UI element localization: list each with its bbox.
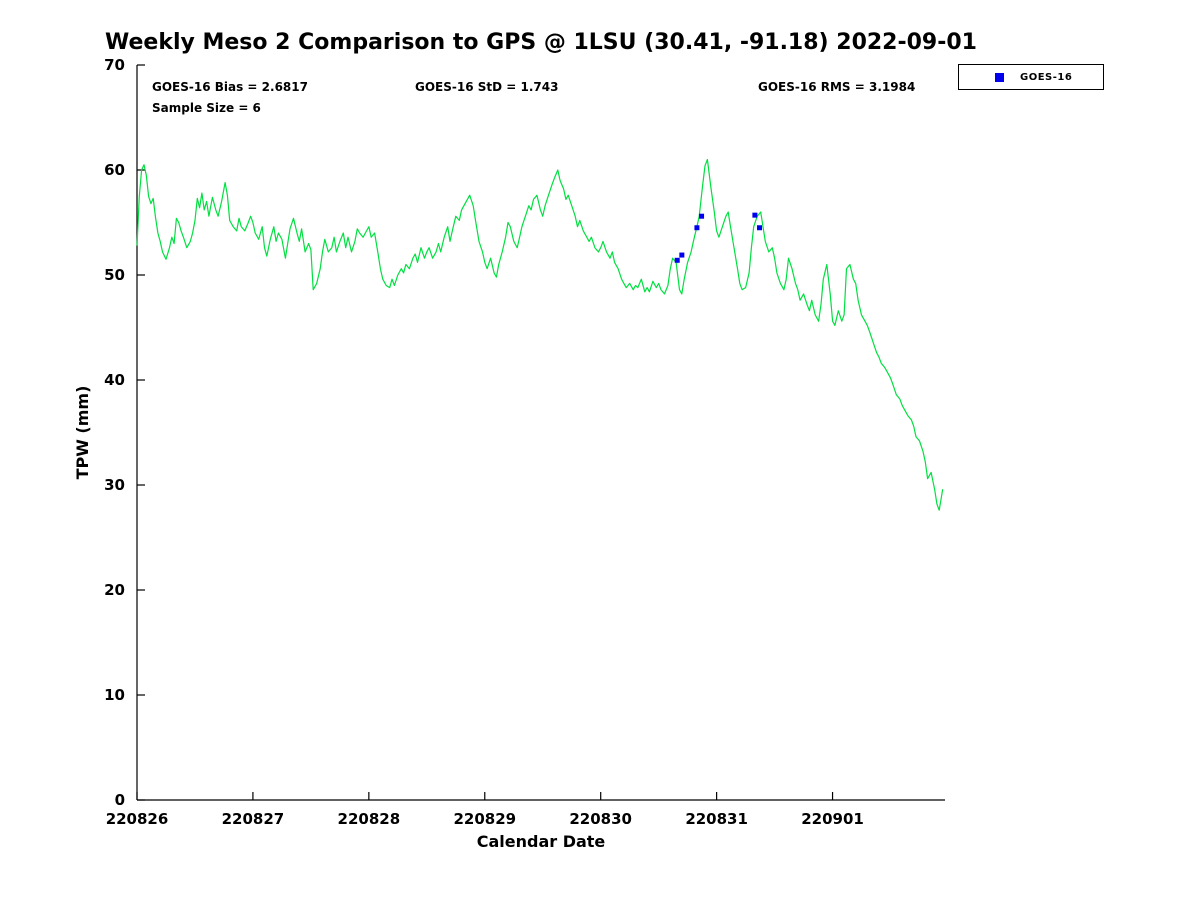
stat-std: GOES-16 StD = 1.743 (415, 80, 559, 94)
stat-sample-size: Sample Size = 6 (152, 101, 261, 115)
x-tick-label: 220828 (338, 810, 401, 828)
x-tick-label: 220830 (569, 810, 632, 828)
legend-label: GOES-16 (1020, 71, 1073, 83)
x-tick-label: 220829 (453, 810, 516, 828)
goes16-data-point (757, 225, 763, 231)
y-tick-label: 70 (104, 56, 125, 74)
chart-title: Weekly Meso 2 Comparison to GPS @ 1LSU (… (105, 30, 977, 55)
x-tick-label: 220831 (685, 810, 748, 828)
legend: GOES-16 (958, 64, 1104, 90)
x-tick-label: 220901 (801, 810, 864, 828)
x-tick-label: 220827 (222, 810, 285, 828)
goes16-data-point (679, 252, 685, 258)
y-tick-label: 0 (115, 791, 125, 809)
y-tick-label: 50 (104, 266, 125, 284)
y-tick-label: 40 (104, 371, 125, 389)
y-tick-label: 60 (104, 161, 125, 179)
y-axis-label: TPW (mm) (73, 386, 92, 480)
y-tick-label: 20 (104, 581, 125, 599)
gps-tpw-line (136, 158, 944, 511)
stat-rms: GOES-16 RMS = 3.1984 (758, 80, 916, 94)
goes16-data-point (694, 225, 700, 231)
goes16-data-point (674, 257, 680, 263)
goes16-legend-marker-icon (995, 72, 1004, 82)
y-tick-label: 10 (104, 686, 125, 704)
y-tick-label: 30 (104, 476, 125, 494)
goes16-data-point (699, 213, 705, 219)
x-tick-label: 220826 (106, 810, 169, 828)
x-axis-label: Calendar Date (477, 832, 606, 851)
goes16-data-point (752, 212, 758, 218)
stat-bias: GOES-16 Bias = 2.6817 (152, 80, 308, 94)
